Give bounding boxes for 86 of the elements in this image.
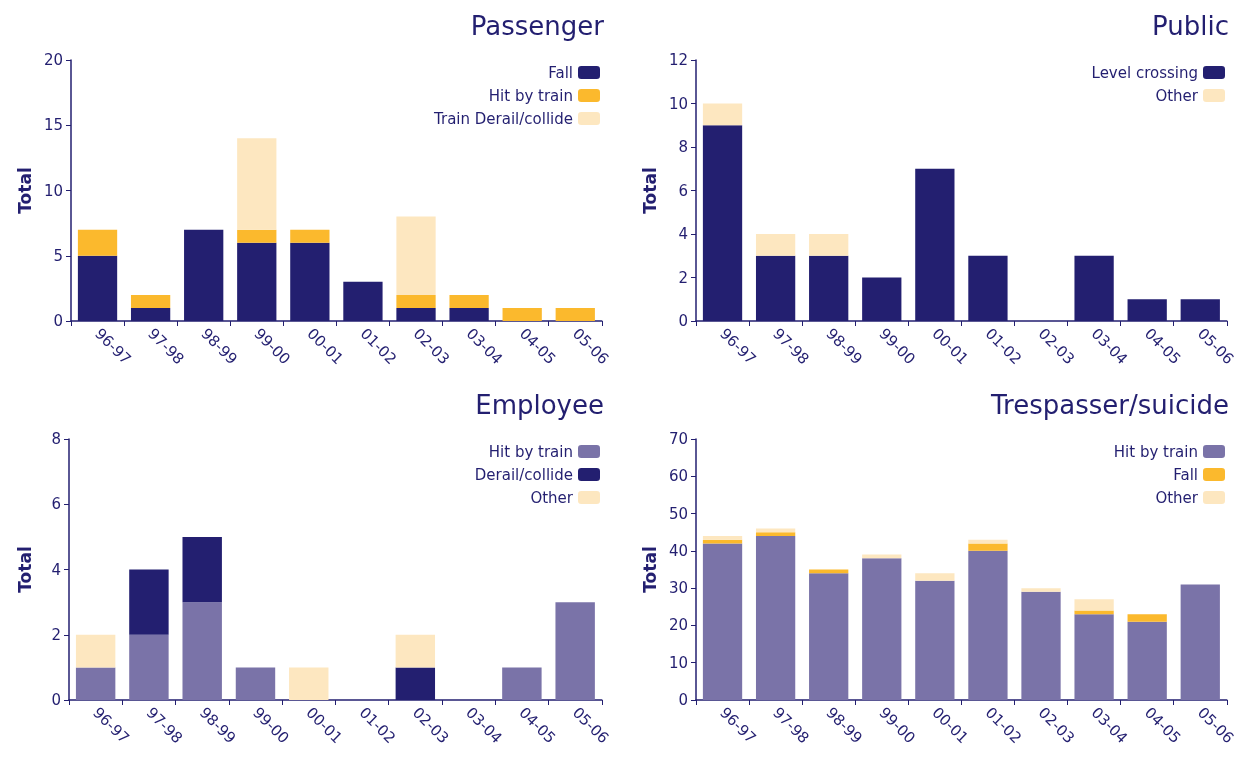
y-tick-label: 30 — [668, 579, 688, 598]
bar — [1127, 621, 1167, 700]
legend-label: Level crossing — [1091, 63, 1198, 82]
bar — [1021, 588, 1061, 592]
bar — [968, 550, 1008, 700]
bar — [702, 543, 743, 700]
bar — [1127, 614, 1167, 622]
y-tick-label: 10 — [43, 181, 63, 200]
bar — [809, 234, 849, 256]
bar — [1074, 614, 1114, 700]
y-tick-label: 60 — [668, 467, 688, 486]
bar — [182, 602, 222, 700]
y-tick-label: 0 — [678, 691, 688, 709]
bar — [755, 234, 796, 256]
y-tick-label: 4 — [678, 225, 688, 243]
y-tick-label: 0 — [678, 312, 688, 330]
bar — [75, 667, 116, 700]
chart-title: Trespasser/suicide — [990, 390, 1230, 420]
bar — [702, 103, 743, 126]
bar — [915, 573, 955, 581]
bar — [1074, 599, 1114, 611]
bar — [75, 634, 116, 668]
chart-title: Public — [1152, 11, 1230, 41]
y-tick-label: 6 — [51, 495, 61, 514]
legend-label: Fall — [1173, 465, 1198, 484]
bar — [809, 573, 849, 700]
bar — [237, 229, 277, 243]
bar — [755, 532, 796, 536]
chart-title: Employee — [475, 390, 605, 420]
chart-title: Passenger — [470, 11, 605, 41]
legend-label: Hit by train — [488, 442, 573, 461]
y-tick-label: 70 — [668, 430, 688, 448]
legend-label: Other — [1155, 488, 1199, 507]
bar — [1180, 584, 1220, 700]
legend-label: Other — [530, 488, 574, 507]
y-tick-label: 8 — [678, 138, 688, 156]
y-tick-label: 2 — [678, 268, 688, 287]
bar — [129, 569, 169, 635]
y-tick-label: 0 — [51, 691, 61, 709]
y-tick-label: 2 — [51, 625, 61, 644]
bar — [502, 307, 542, 321]
bar — [396, 294, 436, 308]
y-tick-label: 15 — [43, 116, 63, 135]
bar — [395, 634, 436, 668]
bar — [182, 536, 222, 603]
bar — [129, 634, 169, 700]
y-tick-label: 20 — [668, 616, 688, 635]
bar — [555, 307, 595, 321]
bar — [862, 558, 902, 700]
y-tick-label: 10 — [668, 94, 688, 113]
bar — [396, 216, 436, 295]
bar — [968, 543, 1008, 551]
bar — [237, 138, 277, 230]
bar — [755, 535, 796, 700]
bar — [290, 229, 330, 243]
bar — [555, 602, 595, 700]
bar — [755, 528, 796, 533]
y-tick-label: 50 — [668, 504, 688, 523]
legend-label: Other — [1155, 86, 1199, 105]
legend-label: Hit by train — [1113, 442, 1198, 461]
bar — [235, 667, 276, 700]
y-axis-title: Total — [639, 546, 660, 593]
bar — [77, 229, 118, 256]
legend-label: Train Derail/collide — [433, 109, 573, 128]
bar — [915, 580, 955, 700]
y-tick-label: 12 — [668, 51, 688, 69]
bar — [289, 667, 329, 700]
y-tick-label: 10 — [668, 653, 688, 672]
y-tick-label: 40 — [668, 541, 688, 560]
bar — [449, 294, 489, 308]
legend-label: Fall — [548, 63, 573, 82]
bar — [502, 667, 542, 700]
bar — [702, 535, 743, 540]
y-tick-label: 8 — [51, 430, 61, 448]
y-tick-label: 4 — [51, 560, 61, 579]
y-tick-label: 6 — [678, 181, 688, 200]
bar — [130, 294, 171, 308]
y-axis-title: Total — [14, 546, 35, 593]
y-axis-title: Total — [14, 167, 35, 214]
y-tick-label: 0 — [53, 312, 63, 330]
y-tick-label: 20 — [43, 51, 63, 69]
y-axis-title: Total — [639, 167, 660, 214]
y-tick-label: 5 — [53, 246, 63, 265]
legend-label: Hit by train — [488, 86, 573, 105]
bar — [1021, 591, 1061, 700]
legend-label: Derail/collide — [474, 465, 573, 484]
